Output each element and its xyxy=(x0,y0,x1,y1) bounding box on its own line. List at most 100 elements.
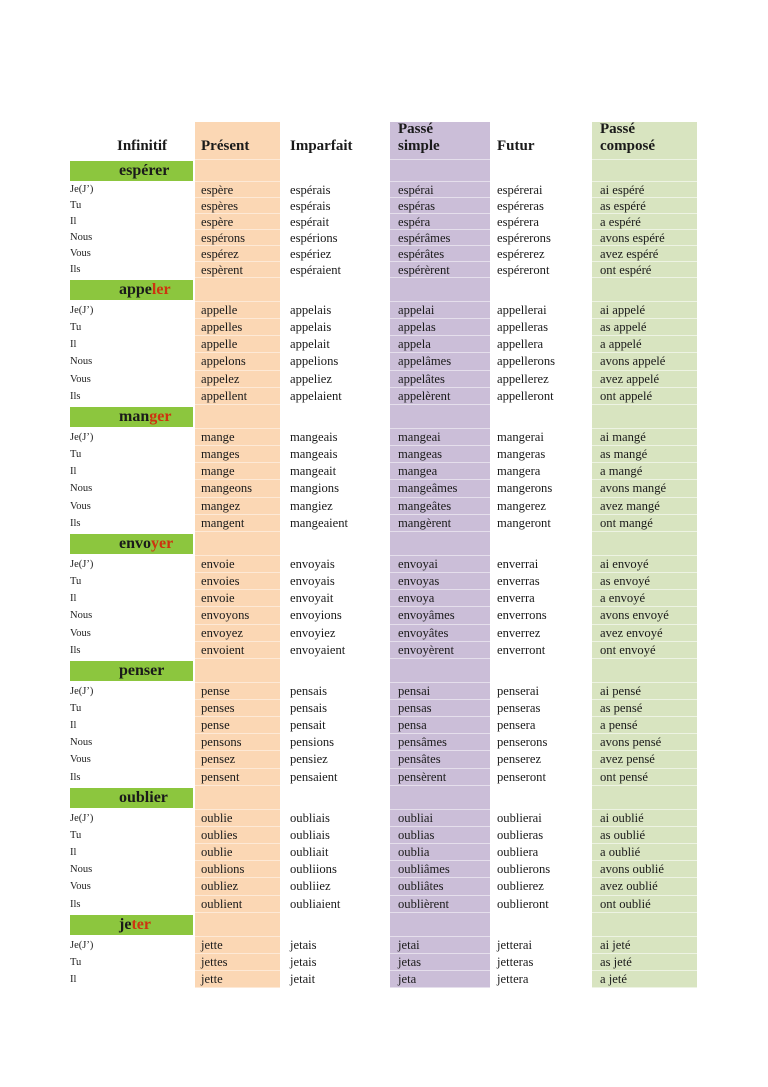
table-row: Je(J’) jette jetais jetai jetterai ai jeté xyxy=(70,936,697,954)
cell-passe-simple: appelas xyxy=(390,319,490,337)
verb-header-bar: oublier xyxy=(70,787,193,808)
table-row: Ils mangent mangeaient mangèrent mangeront on… xyxy=(70,514,697,532)
verb-suffix: ter xyxy=(131,915,151,933)
table-row: Je(J’) appelle appelais appelai appellerai ai… xyxy=(70,302,697,320)
verb-suffix: ger xyxy=(149,407,172,425)
cell-present: appelle xyxy=(195,336,280,354)
cell-passe-simple: envoya xyxy=(390,590,490,608)
pronoun-label: Je(J’) xyxy=(70,305,94,316)
cell-passe-simple: appelâtes xyxy=(390,370,490,388)
table-row: Nous pensons pensions pensâmes penserons avon… xyxy=(70,734,697,752)
cell-passe-compose: ai espéré xyxy=(592,182,697,198)
cell-imparfait: appelais xyxy=(290,320,332,335)
verb-suffix: yer xyxy=(151,534,174,552)
cell-imparfait: oubliaient xyxy=(290,896,341,911)
pronoun-label: Il xyxy=(70,847,77,859)
table-row: Tu jettes jetais jetas jetteras as jeté xyxy=(70,953,697,972)
verb-section: appeler Je(J’) appelle appelais appelai appel… xyxy=(70,278,697,405)
cell-passe-simple: jetai xyxy=(390,936,490,954)
pronoun-label: Nous xyxy=(70,356,93,368)
cell-passe-compose: avons appelé xyxy=(592,353,697,371)
cell-passe-compose: as mangé xyxy=(592,446,697,464)
passe-compose-band-segment xyxy=(592,658,697,683)
cell-imparfait: appeliez xyxy=(290,371,332,386)
present-band-segment xyxy=(195,658,280,683)
cell-present: espère xyxy=(195,214,280,230)
present-band-segment xyxy=(195,912,280,937)
cell-passe-simple: espéra xyxy=(390,214,490,230)
pronoun-label: Je(J’) xyxy=(70,431,94,443)
cell-imparfait: envoyaient xyxy=(290,642,346,657)
cell-imparfait: espéraient xyxy=(290,263,342,277)
cell-present: mange xyxy=(195,463,280,481)
verb-section: espérer Je(J’) espère espérais espérai espére… xyxy=(70,160,697,278)
table-row: Tu penses pensais pensas penseras as pensé xyxy=(70,699,697,718)
cell-imparfait: mangiez xyxy=(290,498,333,513)
header-imparfait: Imparfait xyxy=(290,138,353,155)
cell-passe-simple: pensas xyxy=(390,699,490,718)
cell-futur: appelleront xyxy=(497,388,554,403)
cell-imparfait: appelions xyxy=(290,354,339,369)
pronoun-label: Nous xyxy=(70,737,93,749)
cell-passe-compose: avez envoyé xyxy=(592,624,697,642)
table-row: Ils oublient oubliaient oublièrent oublieron… xyxy=(70,895,697,913)
cell-passe-simple: pensâmes xyxy=(390,734,490,752)
cell-imparfait: pensais xyxy=(290,700,328,715)
verb-stem: espérer xyxy=(119,162,170,179)
cell-present: espères xyxy=(195,198,280,214)
pronoun-label: Tu xyxy=(70,702,82,714)
table-row: Ils appellent appelaient appelèrent appeller… xyxy=(70,387,697,405)
cell-imparfait: espériez xyxy=(290,247,332,261)
cell-passe-simple: envoyâtes xyxy=(390,624,490,642)
cell-present: pensons xyxy=(195,734,280,752)
cell-futur: jettera xyxy=(497,972,529,987)
cell-passe-simple: appelai xyxy=(390,302,490,320)
cell-imparfait: oubliiez xyxy=(290,879,331,894)
cell-passe-simple: mangèrent xyxy=(390,514,490,532)
cell-imparfait: pensait xyxy=(290,718,326,733)
pronoun-label: Tu xyxy=(70,576,82,588)
header-infinitif: Infinitif xyxy=(117,138,168,155)
passe-compose-band-segment xyxy=(592,160,697,182)
cell-present: appelles xyxy=(195,319,280,337)
pronoun-label: Nous xyxy=(70,232,93,243)
cell-futur: oublieront xyxy=(497,896,549,911)
cell-present: envoient xyxy=(195,641,280,659)
cell-passe-compose: ai pensé xyxy=(592,682,697,700)
pronoun-label: Vous xyxy=(70,754,91,766)
passe-compose-band-segment xyxy=(592,278,697,302)
cell-futur: penserez xyxy=(497,752,542,767)
cell-present: espérez xyxy=(195,246,280,262)
cell-imparfait: espérions xyxy=(290,231,338,245)
pronoun-label: Vous xyxy=(70,373,91,385)
cell-passe-simple: jetas xyxy=(390,953,490,972)
verb-stem: appe xyxy=(119,281,152,298)
cell-futur: espéreras xyxy=(497,199,544,213)
verb-header-bar: jeter xyxy=(70,914,193,935)
pronoun-label: Vous xyxy=(70,881,91,893)
cell-imparfait: oubliions xyxy=(290,862,337,877)
cell-present: envoyez xyxy=(195,624,280,642)
cell-passe-simple: pensa xyxy=(390,717,490,735)
cell-futur: espérerez xyxy=(497,247,545,261)
cell-imparfait: oubliais xyxy=(290,810,330,825)
cell-present: espèrent xyxy=(195,262,280,278)
pronoun-label: Nous xyxy=(70,483,93,495)
cell-imparfait: pensiez xyxy=(290,752,328,767)
cell-present: jettes xyxy=(195,953,280,972)
table-row: Il espère espérait espéra espérera a espéré xyxy=(70,214,697,230)
cell-imparfait: oubliais xyxy=(290,827,330,842)
passe-simple-band-segment xyxy=(390,278,490,302)
pronoun-label: Vous xyxy=(70,248,91,259)
cell-present: jette xyxy=(195,971,280,989)
cell-passe-simple: mangeâtes xyxy=(390,497,490,515)
cell-futur: penserai xyxy=(497,683,539,698)
verb-header-row: manger xyxy=(70,404,697,429)
cell-passe-compose: ai envoyé xyxy=(592,555,697,574)
cell-passe-simple: oubliâtes xyxy=(390,878,490,896)
cell-passe-simple: appela xyxy=(390,336,490,354)
cell-passe-compose: avez espéré xyxy=(592,246,697,262)
cell-imparfait: jetais xyxy=(290,937,317,952)
pronoun-label: Ils xyxy=(70,771,81,783)
cell-present: manges xyxy=(195,446,280,464)
